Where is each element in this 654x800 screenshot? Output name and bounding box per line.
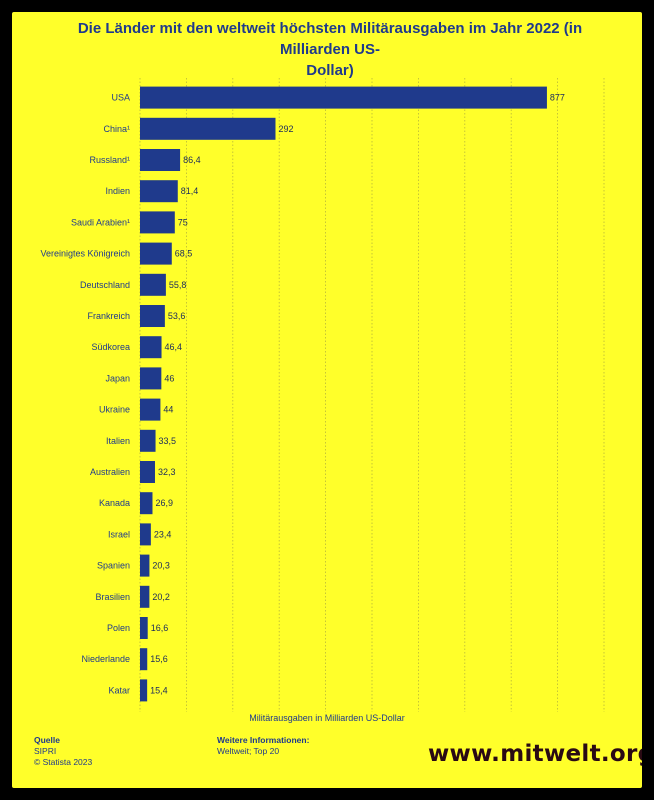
bar [140,617,148,639]
bar [140,523,151,546]
value-label: 75 [178,217,188,227]
value-label: 32,3 [158,467,176,477]
bar [140,429,156,452]
value-label: 44 [163,405,173,415]
watermark-logo: www.mitwelt.org [428,741,642,767]
bar [140,305,165,327]
bar [140,492,153,515]
copyright: © Statista 2023 [34,757,93,767]
category-label: Südkorea [91,342,130,352]
info-heading: Weitere Informationen: [217,735,310,745]
value-label: 33,5 [159,436,177,446]
value-label: 20,2 [152,592,170,602]
chart-frame: Die Länder mit den weltweit höchsten Mil… [12,12,642,788]
category-label: USA [111,93,130,103]
value-label: 68,5 [175,249,193,259]
category-label: Deutschland [80,280,130,290]
category-label: Vereinigtes Königreich [40,249,130,259]
source-heading: Quelle [34,735,60,745]
value-label: 55,8 [169,280,187,290]
category-label: China¹ [103,124,130,134]
value-label: 46,4 [165,342,183,352]
chart-title-line-1: Die Länder mit den weltweit höchsten Mil… [77,20,583,58]
bar [140,149,181,171]
value-label: 26,9 [155,498,173,508]
category-label: Kanada [99,498,130,508]
source-block: Quelle SIPRI © Statista 2023 [34,735,92,768]
bar [140,336,162,359]
value-label: 15,6 [150,654,168,664]
bar [140,180,178,203]
category-label: Katar [108,685,130,695]
bar [140,585,150,608]
info-block: Weitere Informationen: Weltweit; Top 20 [217,735,309,757]
chart-title-line-2: Dollar) [306,62,354,79]
category-label: Indien [105,186,130,196]
value-label: 23,4 [154,529,172,539]
category-label: Niederlande [81,654,130,664]
category-label: Spanien [97,561,130,571]
bar [140,273,166,296]
value-label: 86,4 [183,155,201,165]
category-label: Russland¹ [89,155,130,165]
bar [140,211,175,234]
bar [140,367,162,390]
bar [140,648,148,671]
value-label: 46 [164,373,174,383]
value-label: 16,6 [151,623,169,633]
bar [140,398,161,421]
value-label: 20,3 [152,561,170,571]
category-label: Australien [90,467,130,477]
category-label: Brasilien [95,592,130,602]
bar [140,117,276,140]
info-text: Weltweit; Top 20 [217,746,280,756]
value-label: 15,4 [150,685,168,695]
bar [140,242,172,265]
category-label: Polen [107,623,130,633]
bar [140,461,155,483]
value-label: 292 [278,124,293,134]
category-label: Israel [108,529,130,539]
bar-chart: 01002003004005006007008009001.000USA877C… [40,78,605,712]
x-axis-label: Militärausgaben in Milliarden US-Dollar [249,713,405,723]
chart-title: Die Länder mit den weltweit höchsten Mil… [50,18,610,81]
category-label: Ukraine [99,405,130,415]
value-label: 81,4 [181,186,199,196]
bar [140,86,547,109]
bar [140,679,148,702]
category-label: Saudi Arabien¹ [71,217,130,227]
value-label: 53,6 [168,311,186,321]
category-label: Italien [106,436,130,446]
bar [140,554,150,577]
category-label: Japan [105,373,130,383]
category-label: Frankreich [87,311,130,321]
source-name: SIPRI [34,746,57,756]
value-label: 877 [550,93,565,103]
